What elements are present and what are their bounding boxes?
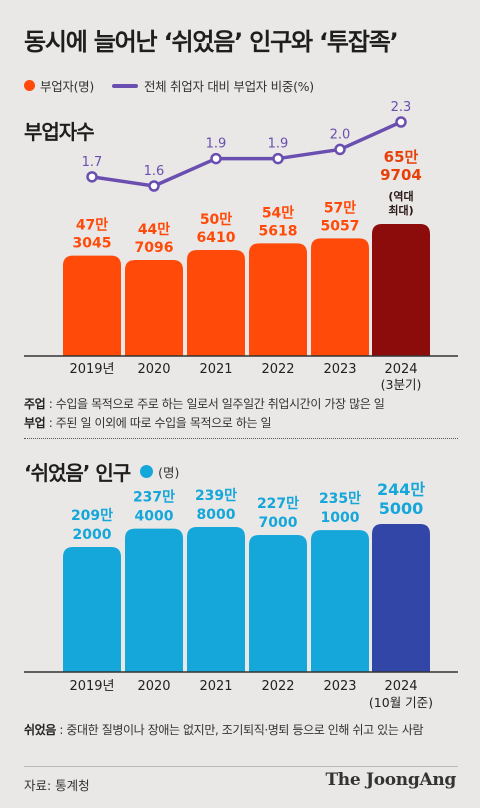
brand-logo-text: The JoongAng [325, 770, 456, 790]
bar-value-label: 1000 [321, 510, 360, 526]
x-tick-label: 2022 [261, 362, 294, 377]
bar-value-label: 44만 [138, 222, 170, 238]
page-title: 동시에 늘어난 ‘쉬었음’ 인구와 ‘투잡족’ [24, 28, 399, 56]
definition-notes: 주업 : 수입을 목적으로 주로 하는 일로서 일주일간 취업시간이 가장 많은… [24, 395, 385, 433]
note-side-job-text: : 주된 일 이외에 따로 수입을 목적으로 하는 일 [45, 416, 272, 430]
x-tick-label: 2020 [137, 362, 170, 377]
bar-rest-population [249, 534, 307, 672]
share-label: 2.3 [391, 100, 412, 115]
share-point [334, 143, 346, 156]
bar-value-label: 65만 [384, 148, 419, 166]
section-divider [24, 438, 458, 439]
chart2-unit: (명) [158, 465, 180, 480]
x-tick-label: 2021 [199, 679, 232, 694]
chart2-svg: 209만 2000 2019년 237만 4000 2020 239만 8000 2021 227… [24, 480, 458, 710]
bar-value-label: 57만 [324, 200, 356, 216]
bar-value-label: 5057 [321, 218, 360, 234]
record-annotation: 최대) [388, 203, 413, 217]
legend-line-marker [111, 83, 138, 88]
x-tick-label: 2019년 [69, 362, 114, 377]
legend-bar-label: 부업자(명) [40, 79, 94, 94]
x-tick-label: 2023 [323, 362, 356, 377]
bar-rest-population [125, 528, 183, 672]
bar-value-label: 235만 [319, 491, 361, 507]
x-tick-note: (3분기) [381, 377, 422, 392]
bar-value-label: 5000 [379, 499, 424, 518]
share-label: 1.7 [82, 155, 103, 170]
share-label: 1.9 [268, 137, 289, 152]
share-point [395, 116, 407, 128]
bar-value-label: 239만 [195, 488, 237, 504]
bar-value-label: 3045 [73, 236, 112, 252]
bar-value-label: 47만 [76, 218, 108, 234]
chart1-title: 부업자수 [24, 120, 95, 144]
bar-rest-population [63, 547, 121, 672]
share-label: 2.0 [330, 127, 351, 142]
x-tick-note: (10월 기준) [369, 695, 433, 710]
legend: 부업자(명) 전체 취업자 대비 부업자 비중(%) [24, 76, 314, 95]
chart1-svg: 1.7 1.6 1.9 1.9 2.0 2.3 47만 3045 2019년 44만 7096 202… [24, 100, 458, 392]
bar-rest-population [311, 530, 369, 672]
bar-side-workers [249, 243, 307, 356]
bar-value-label: 2000 [73, 527, 112, 543]
bar-side-workers [63, 255, 121, 356]
record-annotation: (역대 [388, 189, 413, 203]
x-tick-label: 2024 [384, 679, 417, 694]
share-point [148, 180, 160, 192]
bar-value-label: 9704 [380, 166, 422, 184]
bar-value-label: 237만 [133, 490, 175, 506]
share-point [210, 152, 222, 165]
legend-bar-marker [24, 80, 35, 91]
share-line [91, 120, 402, 188]
bar-value-label: 209만 [71, 508, 113, 524]
bar-value-label: 8000 [197, 507, 236, 523]
bar-rest-population [187, 527, 245, 672]
share-label: 1.9 [206, 137, 227, 152]
bar-side-workers [125, 260, 183, 356]
share-point [86, 171, 98, 183]
bar-value-label: 54만 [262, 205, 294, 221]
note-rest-key: 쉬었음 [24, 723, 56, 737]
rest-note: 쉬었음 : 중대한 질병이나 장애는 없지만, 조기퇴직·명퇴 등으로 인해 쉬… [24, 721, 464, 740]
bar-value-label: 244만 [377, 480, 425, 499]
note-main-job-text: : 수입을 목적으로 주로 하는 일로서 일주일간 취업시간이 가장 많은 일 [45, 397, 385, 411]
chart2-legend-marker [140, 465, 154, 478]
legend-line-label: 전체 취업자 대비 부업자 비중(%) [143, 79, 314, 94]
x-tick-label: 2021 [199, 362, 232, 377]
bar-value-label: 6410 [197, 230, 236, 246]
bar-value-label: 227만 [257, 496, 299, 512]
x-tick-label: 2022 [261, 679, 294, 694]
note-side-job-key: 부업 [24, 416, 46, 430]
bar-value-label: 5618 [259, 223, 298, 239]
chart2-title-text: ‘쉬었음’ 인구 [24, 461, 131, 485]
share-label: 1.6 [144, 164, 165, 179]
note-rest-text: : 중대한 질병이나 장애는 없지만, 조기퇴직·명퇴 등으로 인해 쉬고 있는… [55, 723, 424, 737]
note-main-job-key: 주업 [24, 397, 46, 411]
bar-value-label: 7096 [135, 240, 174, 256]
x-tick-label: 2020 [137, 679, 170, 694]
bar-side-workers [372, 224, 430, 356]
bar-side-workers [187, 249, 245, 356]
source-text: 자료: 통계청 [24, 778, 90, 793]
x-tick-label: 2023 [323, 679, 356, 694]
bar-value-label: 50만 [200, 212, 232, 228]
bar-value-label: 4000 [135, 509, 174, 525]
bar-side-workers [311, 238, 369, 356]
bar-value-label: 7000 [259, 515, 298, 531]
bar-rest-population [372, 524, 430, 672]
x-tick-label: 2019년 [69, 679, 114, 694]
share-point [272, 152, 284, 165]
chart2-title: ‘쉬었음’ 인구 (명) [24, 457, 179, 486]
x-tick-label: 2024 [384, 362, 417, 377]
footer-divider [24, 766, 458, 767]
